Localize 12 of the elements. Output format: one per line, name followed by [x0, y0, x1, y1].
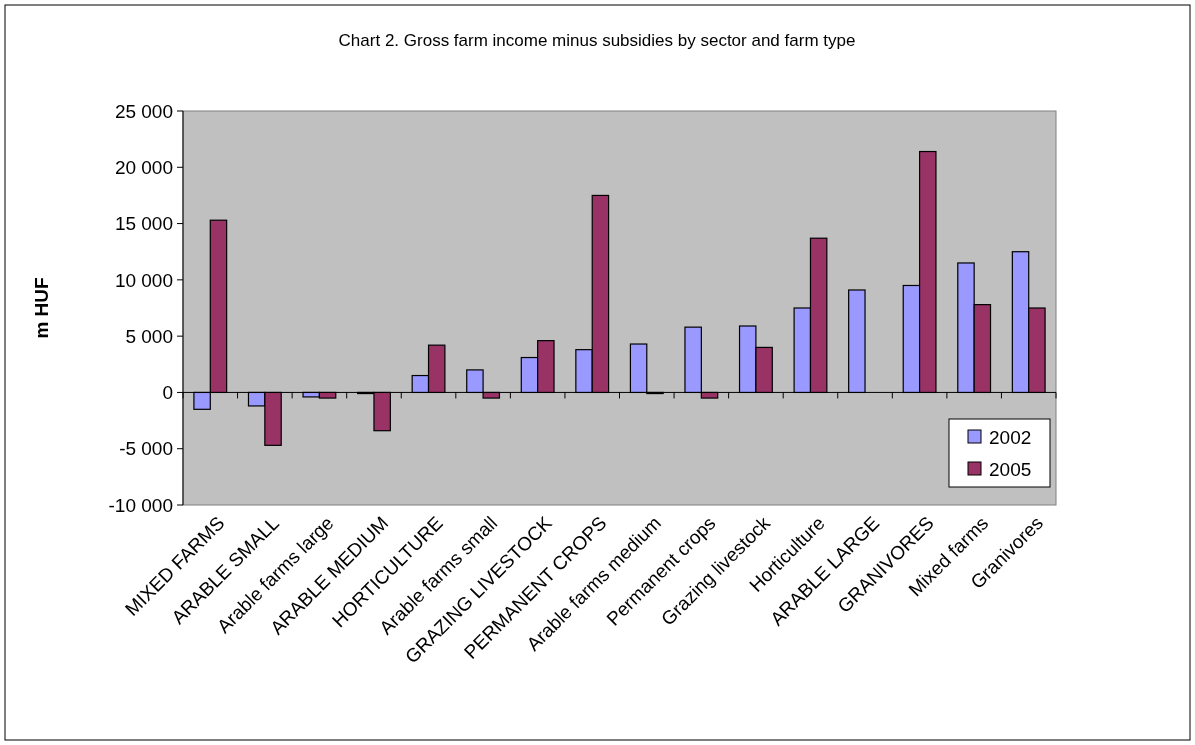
y-tick-label: 20 000 [114, 156, 173, 178]
y-tick-label: -10 000 [108, 494, 173, 516]
legend-label: 2002 [989, 426, 1032, 448]
y-tick-label: -5 000 [119, 438, 173, 460]
y-tick-label: 5 000 [125, 325, 173, 347]
y-tick-label: 10 000 [114, 269, 173, 291]
y-tick-label: 0 [162, 382, 173, 404]
chart-title: Chart 2. Gross farm income minus subsidies by sector and farm type [338, 31, 856, 50]
y-tick-label: 15 000 [114, 213, 173, 235]
y-axis-title: m HUF [31, 277, 52, 339]
y-tick-label: 25 000 [114, 100, 173, 122]
legend-label: 2005 [989, 458, 1032, 480]
